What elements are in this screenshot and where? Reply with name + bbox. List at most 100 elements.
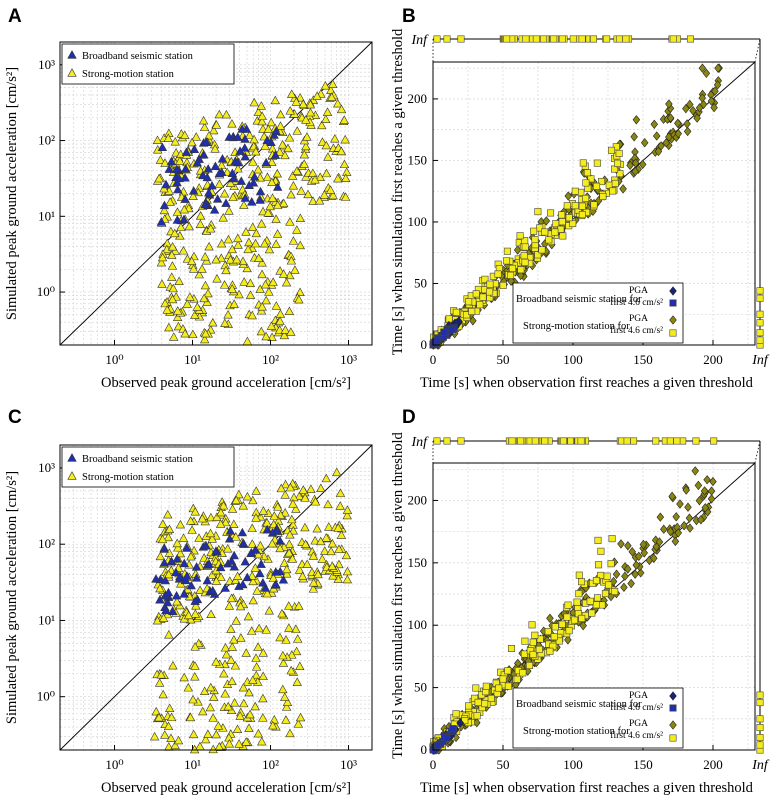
strong-motion-point xyxy=(320,81,331,90)
legend-strong-motion-label: Strong-motion station for xyxy=(523,321,630,332)
broadband-point xyxy=(271,567,281,576)
legend-broadband-marker xyxy=(67,50,77,59)
broadband-point xyxy=(242,572,252,582)
strong-motion-point xyxy=(261,295,271,305)
strong-motion-point xyxy=(160,158,170,167)
strong-motion-pga-point xyxy=(638,159,647,170)
strong-motion-point xyxy=(172,538,182,548)
strong-motion-first-point xyxy=(582,179,590,187)
strong-motion-point xyxy=(308,584,319,593)
strong-motion-point xyxy=(310,174,320,184)
strong-motion-point xyxy=(257,116,267,126)
inf-top-point xyxy=(540,35,548,43)
strong-motion-point xyxy=(187,137,197,147)
legend-box xyxy=(512,687,684,749)
strong-motion-point xyxy=(195,211,206,220)
strong-motion-point xyxy=(328,79,338,88)
y-tick-label: 10³ xyxy=(38,460,55,475)
y-tick-label: 10³ xyxy=(38,57,55,72)
inf-top-point xyxy=(679,437,687,445)
strong-motion-point xyxy=(316,536,326,546)
strong-motion-pga-point xyxy=(631,158,640,168)
inf-right-point xyxy=(756,724,764,732)
strong-motion-point xyxy=(226,593,237,603)
strong-motion-point xyxy=(226,655,236,664)
strong-motion-pga-point xyxy=(682,485,690,495)
diagonal-extension xyxy=(754,38,761,63)
broadband-point xyxy=(201,540,211,550)
y-tick-label: 100 xyxy=(408,617,428,632)
x-tick-label: 10² xyxy=(262,757,279,772)
inf-top-point xyxy=(558,35,566,43)
x-tick-label: 50 xyxy=(497,757,510,772)
strong-motion-point xyxy=(251,670,261,680)
strong-motion-point xyxy=(327,92,337,101)
strong-motion-point xyxy=(247,571,257,580)
plot-frame xyxy=(432,61,756,346)
broadband-point xyxy=(240,556,250,566)
strong-motion-point xyxy=(211,576,222,585)
strong-motion-point xyxy=(167,250,177,259)
broadband-point xyxy=(200,199,210,209)
strong-motion-point xyxy=(204,130,214,140)
strong-motion-first-point xyxy=(611,587,619,595)
strong-motion-point xyxy=(225,178,236,188)
strong-motion-point xyxy=(300,539,311,548)
strong-motion-first-point xyxy=(541,228,549,236)
y-tick-label: 0 xyxy=(421,337,428,352)
strong-motion-point xyxy=(286,189,296,199)
strong-motion-point xyxy=(208,713,218,722)
strong-motion-point xyxy=(280,150,290,160)
strong-motion-first-point xyxy=(487,694,495,702)
strong-motion-first-point xyxy=(597,547,605,555)
inf-points xyxy=(433,437,764,754)
strong-motion-point xyxy=(284,306,295,316)
tick-labels: 00 50 50 100 100 150 150 200 200 xyxy=(408,91,723,367)
strong-motion-first-point xyxy=(597,178,605,186)
strong-motion-point xyxy=(279,558,290,567)
strong-motion-point xyxy=(280,479,291,489)
broadband-point xyxy=(199,149,209,159)
inf-top-point xyxy=(443,35,451,43)
strong-motion-point xyxy=(212,273,222,283)
broadband-point xyxy=(203,164,213,173)
strong-motion-point xyxy=(340,192,351,201)
strong-motion-point xyxy=(316,483,326,493)
strong-motion-point xyxy=(284,132,295,142)
inf-right-point xyxy=(756,336,764,344)
legend-first-label: first 4.6 cm/s² xyxy=(610,297,663,308)
strong-motion-point xyxy=(319,190,330,199)
strong-motion-point xyxy=(245,709,255,719)
strong-motion-first-point xyxy=(565,214,573,222)
strong-motion-point xyxy=(280,490,290,499)
strong-motion-pga-point xyxy=(640,138,649,148)
strong-motion-point xyxy=(249,97,259,107)
strong-motion-point xyxy=(275,309,286,318)
strong-motion-point xyxy=(195,219,206,228)
strong-motion-point xyxy=(278,684,288,694)
strong-motion-point xyxy=(291,504,301,513)
broadband-point xyxy=(240,193,251,202)
strong-motion-point xyxy=(275,121,286,130)
strong-motion-point xyxy=(285,217,295,226)
inf-top-point xyxy=(531,437,539,445)
inf-right-point xyxy=(756,310,764,318)
strong-motion-point xyxy=(163,532,174,542)
strong-motion-point xyxy=(164,524,175,534)
strong-motion-pga-point xyxy=(617,539,625,549)
strong-motion-first-point xyxy=(499,675,507,683)
strong-motion-point xyxy=(317,554,327,563)
strong-motion-first-point xyxy=(593,182,601,190)
strong-motion-point xyxy=(210,144,220,153)
strong-motion-point xyxy=(158,519,168,528)
x-tick-label: 100 xyxy=(563,352,583,367)
strong-motion-point xyxy=(284,539,295,548)
strong-motion-point xyxy=(236,633,246,642)
strong-motion-first-point xyxy=(508,264,516,272)
x-tick-label: 0 xyxy=(430,352,437,367)
broadband-point xyxy=(215,562,226,572)
strong-motion-point xyxy=(221,649,232,659)
strong-motion-first-point xyxy=(528,621,536,629)
strong-motion-point xyxy=(197,264,207,273)
strong-motion-point xyxy=(164,569,174,579)
